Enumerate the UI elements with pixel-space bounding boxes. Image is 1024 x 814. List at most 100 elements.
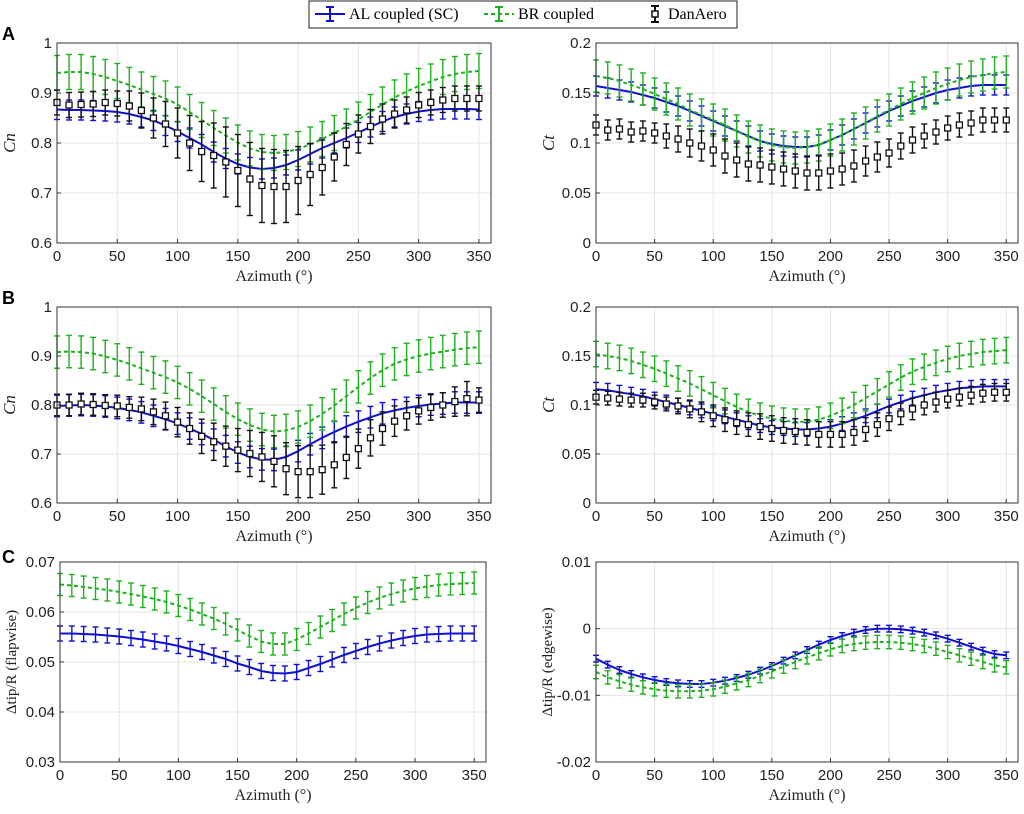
data-point xyxy=(149,114,158,122)
data-point xyxy=(756,161,764,169)
series-line xyxy=(595,349,1007,423)
data-point xyxy=(77,100,85,109)
data-point xyxy=(330,461,338,469)
data-point xyxy=(908,405,917,413)
y-tick-label: 1 xyxy=(44,299,52,316)
chart-a-left-cn: 0 50 100 150 200 250 300 350 0.6 0.7 0.8 0.9 1 Azimut… xyxy=(0,35,492,285)
data-point xyxy=(427,403,435,412)
data-point xyxy=(246,449,254,458)
data-point xyxy=(125,403,133,412)
x-tick-label: 200 xyxy=(284,767,309,784)
data-point xyxy=(615,125,624,133)
data-point xyxy=(185,139,194,147)
data-point xyxy=(733,418,741,427)
data-point xyxy=(89,400,97,409)
series-line xyxy=(59,582,475,645)
panel-label-b: B xyxy=(2,288,15,308)
data-point xyxy=(113,99,121,108)
x-tick-label: 100 xyxy=(165,248,190,265)
data-point xyxy=(198,432,206,441)
data-point xyxy=(944,395,952,403)
data-point xyxy=(791,427,799,436)
y-axis-label: Δtip/R (edgewise) xyxy=(540,607,556,716)
data-point xyxy=(149,408,158,416)
data-point xyxy=(463,94,471,103)
data-point xyxy=(604,126,612,134)
data-point xyxy=(1002,388,1010,396)
y-tick-label: 0.05 xyxy=(562,446,591,463)
x-axis-label: Azimuth (°) xyxy=(768,268,845,285)
data-point xyxy=(768,163,776,171)
data-point xyxy=(826,167,835,175)
data-point xyxy=(222,442,230,450)
data-point xyxy=(258,181,266,190)
x-tick-label: 200 xyxy=(286,508,311,525)
data-point xyxy=(282,182,290,191)
x-tick-label: 0 xyxy=(56,767,64,784)
data-point xyxy=(378,424,387,433)
data-point xyxy=(627,128,635,136)
data-point xyxy=(709,412,717,420)
x-tick-label: 150 xyxy=(225,767,250,784)
y-tick-label: 0.05 xyxy=(562,185,591,202)
y-tick-label: 0.1 xyxy=(570,397,591,414)
data-point xyxy=(756,422,764,431)
x-tick-label: 300 xyxy=(935,508,960,525)
data-point xyxy=(674,135,682,143)
x-tick-label: 200 xyxy=(818,508,843,525)
y-axis-label: Cn xyxy=(0,133,19,153)
x-tick-label: 350 xyxy=(994,508,1019,525)
x-axis-label: Azimuth (°) xyxy=(235,268,312,285)
y-tick-label: 0.15 xyxy=(562,85,591,102)
data-point xyxy=(402,412,411,420)
y-axis-label: Δtip/R (flapwise) xyxy=(4,610,20,714)
data-point xyxy=(137,405,146,413)
data-point xyxy=(210,438,218,446)
data-point xyxy=(838,165,846,173)
series-danaero xyxy=(592,107,1010,191)
data-point xyxy=(850,428,858,437)
axes-frame xyxy=(595,561,1019,763)
legend-box xyxy=(308,0,738,29)
y-tick-label: -0.02 xyxy=(557,754,591,771)
series-line xyxy=(60,632,475,675)
data-point xyxy=(721,416,729,424)
y-tick-label: 0.7 xyxy=(31,446,52,463)
data-point xyxy=(282,465,290,473)
x-tick-label: 350 xyxy=(994,248,1019,265)
chart-c-left-flapwise: 0 50 100 150 200 250 300 350 0.03 0.04 0.05 0.06 0.0… xyxy=(4,554,487,804)
x-tick-label: 50 xyxy=(109,248,126,265)
x-tick-label: 150 xyxy=(759,508,784,525)
data-point xyxy=(697,142,706,150)
x-tick-label: 50 xyxy=(646,508,663,525)
data-point xyxy=(125,102,133,110)
data-point xyxy=(639,127,647,135)
data-point xyxy=(475,94,483,103)
x-tick-label: 300 xyxy=(935,248,960,265)
series-danaero xyxy=(53,380,483,499)
data-point xyxy=(861,425,870,434)
legend-marker-danaero xyxy=(651,10,659,18)
x-tick-label: 250 xyxy=(877,767,902,784)
x-tick-label: 250 xyxy=(343,767,368,784)
chart-b-right-ct: 0 50 100 150 200 250 300 350 0 0.05 0.1 0.15 0.2 Azim… xyxy=(539,299,1019,545)
y-tick-label: -0.01 xyxy=(557,687,591,704)
x-tick-label: 0 xyxy=(53,508,61,525)
data-point xyxy=(173,418,182,426)
data-point xyxy=(990,116,999,124)
y-axis-label: Cn xyxy=(0,395,19,415)
data-point xyxy=(354,130,363,138)
data-point xyxy=(475,396,483,404)
y-tick-label: 0.2 xyxy=(570,299,591,316)
series-line xyxy=(56,70,479,155)
legend: AL coupled (SC) BR coupled DanAero xyxy=(308,0,738,29)
x-tick-label: 0 xyxy=(592,508,600,525)
data-point xyxy=(451,94,459,103)
data-point xyxy=(908,136,917,144)
y-tick-label: 0.03 xyxy=(26,754,55,771)
data-point xyxy=(463,394,471,403)
data-point xyxy=(697,408,706,416)
y-tick-label: 0.15 xyxy=(562,348,591,365)
chart-a-right-ct: 0 50 100 150 200 250 300 350 0 0.05 0.1 0.15 0.2 Azim… xyxy=(539,35,1019,285)
data-point xyxy=(402,106,411,114)
